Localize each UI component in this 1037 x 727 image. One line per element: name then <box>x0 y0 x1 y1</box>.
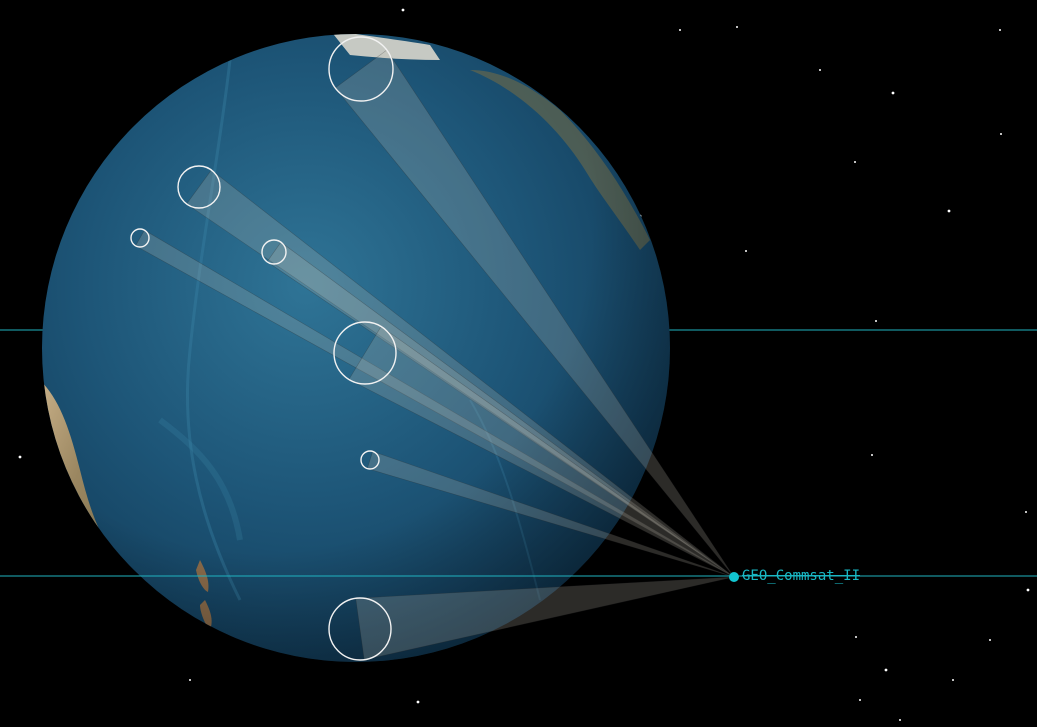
coverage-ring[interactable] <box>261 239 287 265</box>
star <box>679 29 681 31</box>
sensor-cone <box>348 326 735 578</box>
star <box>871 454 873 456</box>
star <box>891 91 895 95</box>
star <box>947 209 951 213</box>
star <box>736 26 738 28</box>
earth-globe[interactable] <box>40 20 700 662</box>
coverage-ring[interactable] <box>360 450 380 470</box>
star <box>1026 588 1030 592</box>
sensor-cone <box>355 576 735 661</box>
star <box>884 668 888 672</box>
star <box>18 455 22 459</box>
star <box>875 320 877 322</box>
star <box>819 69 821 71</box>
star <box>854 161 856 163</box>
sensor-cone <box>266 241 735 578</box>
coverage-ring[interactable] <box>328 36 394 102</box>
sensor-cone <box>135 229 735 578</box>
sensor-cone <box>186 169 735 578</box>
coverage-ring[interactable] <box>328 597 392 661</box>
star <box>1000 133 1002 135</box>
star <box>859 699 861 701</box>
star <box>416 700 420 704</box>
coverage-targets[interactable] <box>130 36 397 661</box>
star <box>401 8 405 12</box>
star-field <box>18 8 1030 721</box>
star <box>952 679 954 681</box>
globe-shading <box>42 34 670 662</box>
star <box>899 719 901 721</box>
star <box>189 679 191 681</box>
star <box>989 639 991 641</box>
sensor-cone <box>334 49 735 578</box>
satellite-marker[interactable] <box>729 572 739 582</box>
star <box>745 250 747 252</box>
sensor-cones <box>135 49 735 661</box>
star <box>999 29 1001 31</box>
star <box>855 636 857 638</box>
satellite-label[interactable]: GEO_Commsat_II <box>742 568 861 584</box>
coverage-ring[interactable] <box>177 165 221 209</box>
coverage-ring[interactable] <box>333 321 397 385</box>
star <box>1025 511 1027 513</box>
sensor-cone <box>366 451 735 578</box>
coverage-ring[interactable] <box>130 228 150 248</box>
